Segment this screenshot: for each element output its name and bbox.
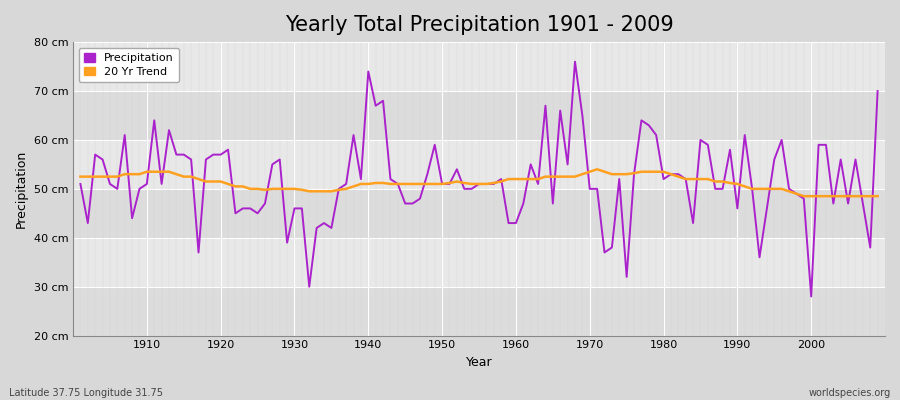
Precipitation [570, 59, 580, 64]
20 Yr Trend [134, 172, 145, 176]
Title: Yearly Total Precipitation 1901 - 2009: Yearly Total Precipitation 1901 - 2009 [284, 15, 673, 35]
Text: worldspecies.org: worldspecies.org [809, 388, 891, 398]
Bar [73, 189, 885, 238]
20 Yr Trend [607, 172, 617, 176]
Bar [73, 42, 885, 91]
Precipitation [503, 221, 514, 226]
Bar [73, 140, 885, 189]
Bar [73, 91, 885, 140]
20 Yr Trend [341, 186, 352, 191]
Precipitation [872, 89, 883, 94]
20 Yr Trend [75, 174, 86, 179]
Bar [73, 287, 885, 336]
Precipitation [607, 245, 617, 250]
20 Yr Trend [872, 194, 883, 198]
Precipitation [341, 182, 352, 186]
Precipitation [806, 294, 816, 299]
20 Yr Trend [591, 167, 602, 172]
Text: Latitude 37.75 Longitude 31.75: Latitude 37.75 Longitude 31.75 [9, 388, 163, 398]
Line: Precipitation: Precipitation [80, 62, 878, 296]
X-axis label: Year: Year [465, 356, 492, 369]
20 Yr Trend [510, 177, 521, 182]
Precipitation [75, 182, 86, 186]
Precipitation [510, 221, 521, 226]
Legend: Precipitation, 20 Yr Trend: Precipitation, 20 Yr Trend [78, 48, 179, 82]
20 Yr Trend [503, 177, 514, 182]
Precipitation [296, 206, 307, 211]
20 Yr Trend [296, 188, 307, 192]
Precipitation [134, 186, 145, 191]
Line: 20 Yr Trend: 20 Yr Trend [80, 169, 878, 196]
20 Yr Trend [798, 194, 809, 198]
Y-axis label: Precipitation: Precipitation [15, 150, 28, 228]
Bar [73, 238, 885, 287]
